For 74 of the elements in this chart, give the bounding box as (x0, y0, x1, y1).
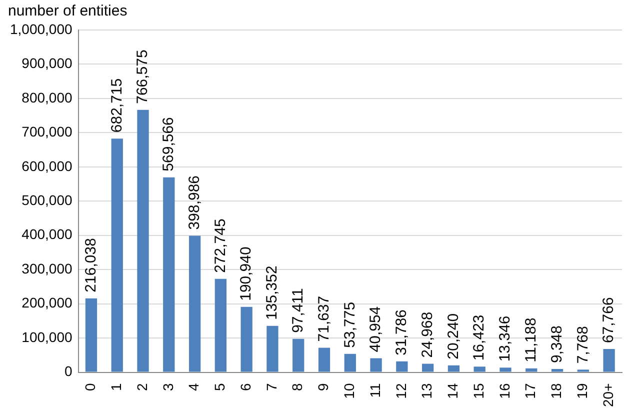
data-label: 53,775 (341, 302, 358, 348)
x-tick-label: 16 (496, 383, 512, 399)
data-label: 569,566 (160, 117, 178, 172)
bar (474, 366, 486, 372)
bar (344, 354, 356, 372)
bar (500, 368, 512, 372)
data-label: 7,768 (574, 326, 592, 364)
x-tick-label: 14 (444, 383, 461, 399)
x-tick-label: 12 (392, 383, 409, 399)
y-tick-label: 800,000 (22, 89, 72, 106)
bar (214, 278, 227, 372)
bar (111, 138, 123, 372)
x-tick-label: 6 (237, 383, 254, 392)
bar (188, 236, 201, 372)
x-tick-label: 10 (341, 383, 357, 399)
data-label: 16,423 (470, 314, 488, 361)
x-tick-label: 15 (470, 383, 486, 399)
bar (85, 298, 98, 372)
x-tick-label: 17 (522, 383, 538, 399)
x-tick-label: 19 (574, 383, 590, 399)
bar (448, 365, 460, 372)
bar (318, 348, 330, 372)
y-tick-label: 0 (64, 363, 72, 380)
data-label: 71,637 (315, 296, 332, 342)
data-label: 9,348 (548, 326, 566, 364)
x-tick-label: 11 (366, 383, 383, 398)
y-tick-label: 300,000 (22, 260, 72, 276)
y-tick-label: 500,000 (22, 192, 72, 208)
x-tick-label: 18 (548, 383, 564, 399)
data-label: 682,715 (108, 78, 126, 133)
data-label: 11,188 (522, 318, 540, 362)
bar (370, 358, 382, 372)
bar (603, 349, 615, 372)
data-label: 13,346 (496, 316, 514, 362)
bar (526, 368, 538, 372)
data-label: 216,038 (82, 238, 100, 292)
data-label: 20,240 (444, 313, 462, 360)
bar (240, 306, 252, 372)
x-tick-label: 1 (108, 383, 124, 392)
data-label: 766,575 (134, 50, 152, 104)
y-axis-title: number of entities (8, 2, 128, 20)
y-tick-label: 600,000 (22, 158, 72, 174)
x-tick-label: 7 (263, 383, 280, 392)
data-label: 67,766 (600, 297, 618, 344)
x-tick-label: 0 (82, 383, 98, 392)
x-tick-label: 13 (418, 383, 435, 399)
x-tick-label: 20+ (600, 383, 616, 407)
y-tick-label: 200,000 (22, 294, 72, 311)
x-tick-label: 5 (212, 383, 228, 392)
x-tick-label: 8 (289, 383, 306, 392)
data-label: 135,352 (264, 266, 281, 320)
bar (266, 326, 278, 372)
x-tick-label: 9 (315, 383, 332, 392)
y-tick-label: 1,000,000 (10, 20, 72, 37)
bar (163, 177, 175, 372)
data-label: 97,411 (290, 288, 306, 333)
y-tick-label: 700,000 (22, 124, 72, 140)
x-tick-label: 2 (134, 383, 150, 392)
bar (396, 361, 408, 372)
data-label: 398,986 (186, 175, 203, 230)
bar (422, 364, 434, 372)
x-tick-label: 3 (160, 383, 176, 392)
data-label: 24,968 (418, 312, 436, 358)
data-label: 190,940 (238, 246, 255, 301)
data-label: 31,786 (393, 309, 410, 356)
y-tick-label: 900,000 (22, 55, 72, 72)
y-tick-label: 400,000 (22, 226, 72, 242)
data-label: 40,954 (367, 306, 384, 352)
bar (292, 338, 304, 372)
bar (137, 110, 149, 372)
x-tick-label: 4 (186, 383, 202, 392)
y-tick-label: 100,000 (22, 328, 72, 345)
data-label: 272,745 (212, 218, 229, 273)
bar (551, 369, 564, 372)
